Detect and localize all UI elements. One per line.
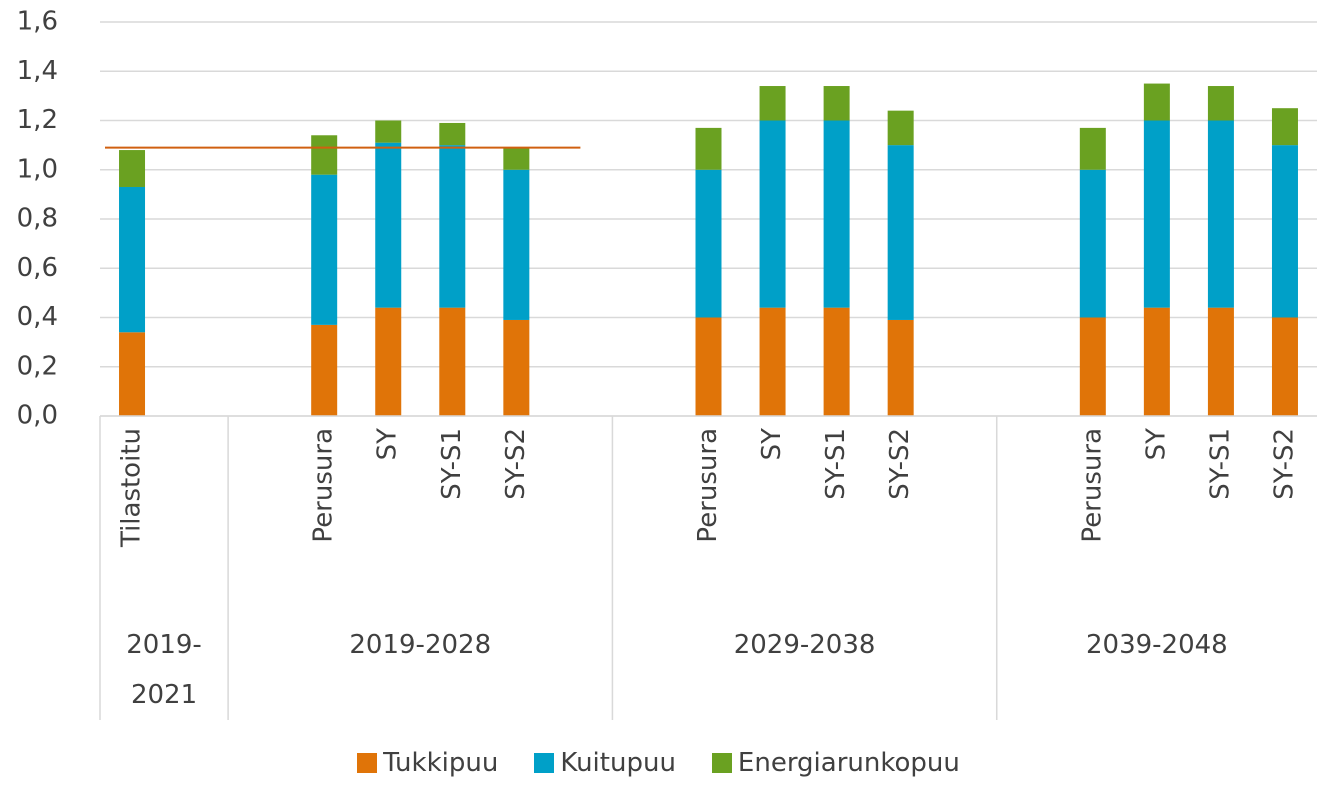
bar-segment	[1207, 307, 1234, 416]
legend-label: Kuitupuu	[560, 748, 676, 778]
bar-segment	[1207, 86, 1234, 121]
group-label-box: 2019-2021	[126, 630, 202, 710]
bar-segment	[1079, 127, 1106, 170]
group-label-box: 2039-2048	[1086, 630, 1228, 660]
bar-segment	[119, 150, 146, 187]
x-tick-label: SY	[373, 428, 403, 461]
x-tick-label: Perusura	[693, 428, 723, 543]
bar-segment	[1143, 83, 1170, 121]
bar-segment	[695, 127, 722, 170]
y-tick-label: 0,4	[17, 302, 58, 332]
bar-segment	[503, 169, 530, 320]
bar-segment	[1207, 120, 1234, 308]
bar-segment	[503, 319, 530, 416]
legend-label: Tukkipuu	[383, 748, 499, 778]
x-tick-label: SY-S1	[821, 428, 851, 500]
legend-swatch	[711, 753, 732, 773]
group-label-box: 2019-2028	[349, 630, 492, 660]
x-tick-label: SY-S1	[437, 428, 467, 500]
bar-segment	[119, 332, 146, 416]
legend-swatch	[534, 753, 555, 773]
y-tick-label: 1,2	[17, 105, 58, 135]
y-tick-label: 0,0	[17, 401, 58, 431]
y-tick-label: 0,8	[17, 204, 58, 234]
bar-segment	[887, 145, 914, 320]
bar-segment	[439, 145, 466, 308]
bar-segment	[759, 120, 786, 308]
group-label: 2019-2021	[126, 630, 202, 710]
x-tick-label: SY-S2	[501, 428, 531, 500]
legend-label: Energiarunkopuu	[737, 748, 960, 778]
bar-segment	[503, 147, 530, 170]
legend: Tukkipuu Kuitupuu Energiarunkopuu	[0, 748, 1317, 778]
x-tick-label: Perusura	[1077, 428, 1107, 543]
group-label: 2039-2048	[1086, 630, 1228, 660]
x-tick-label: Perusura	[309, 428, 339, 543]
bar-segment	[823, 307, 850, 416]
y-tick-label: 1,6	[17, 7, 58, 37]
bar-segment	[887, 319, 914, 416]
bar-segment	[887, 110, 914, 146]
bar-segment	[695, 169, 722, 318]
chart: 0,0 0,2 0,4 0,6 0,8 1,0 1,2 1,4 1,6 2019-2021 Tila…	[17, 7, 1317, 720]
group-label: 2029-2038	[733, 630, 876, 660]
x-tick-label: SY	[1141, 428, 1171, 461]
bar-segment	[1271, 108, 1298, 146]
group-label-box: 2029-2038	[733, 630, 876, 660]
bar-segment	[375, 307, 402, 416]
x-tick-label: SY-S2	[885, 428, 915, 500]
bar-segment	[119, 186, 146, 333]
bar-segment	[375, 120, 402, 143]
y-tick-label: 0,6	[17, 253, 58, 283]
x-tick-label: SY-S1	[1205, 428, 1235, 500]
bar-segment	[1079, 317, 1106, 416]
x-tick-label: SY-S2	[1269, 428, 1299, 500]
y-tick-label: 0,2	[17, 351, 58, 381]
bar-segment	[759, 86, 786, 121]
bar-segment	[1079, 169, 1106, 318]
group-label: 2019-2028	[349, 630, 492, 660]
bar-segment	[823, 86, 850, 121]
legend-item: Tukkipuu	[357, 748, 498, 778]
bar-segment	[375, 142, 402, 308]
bar-segment	[311, 135, 338, 175]
bar-segment	[695, 317, 722, 416]
bar-segment	[311, 324, 338, 416]
bar-segment	[1143, 307, 1170, 416]
y-tick-label: 1,0	[17, 154, 58, 184]
bar-segment	[1271, 145, 1298, 318]
bar-segment	[1143, 120, 1170, 308]
x-tick-label: SY	[757, 428, 787, 461]
bar-segment	[759, 307, 786, 416]
bar-segment	[823, 120, 850, 308]
bar-segment	[439, 307, 466, 416]
bar-segment	[1271, 317, 1298, 416]
legend-item: Kuitupuu	[534, 748, 676, 778]
bar-segment	[439, 122, 466, 146]
bar-segment	[311, 174, 338, 325]
x-tick-label: Tilastoitu	[117, 428, 147, 548]
legend-item: Energiarunkopuu	[711, 748, 960, 778]
y-tick-label: 1,4	[17, 56, 58, 86]
legend-swatch	[357, 753, 378, 773]
